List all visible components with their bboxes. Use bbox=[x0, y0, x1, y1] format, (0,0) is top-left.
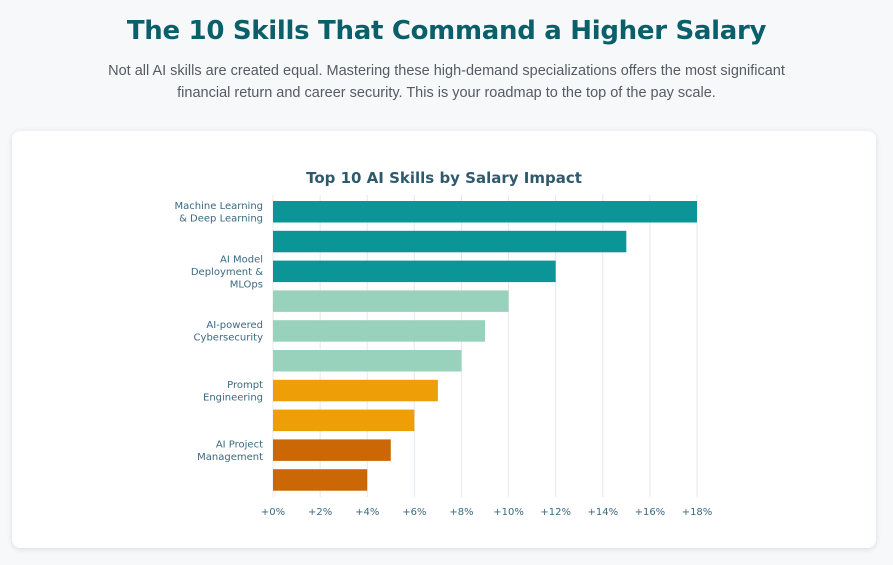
x-tick-label: +16% bbox=[635, 507, 666, 518]
bar bbox=[273, 290, 509, 312]
bar bbox=[273, 409, 415, 432]
page-title: The 10 Skills That Command a Higher Sala… bbox=[126, 16, 767, 46]
bar bbox=[273, 439, 391, 461]
x-tick-label: +4% bbox=[355, 507, 379, 518]
x-tick-label: +10% bbox=[493, 507, 524, 518]
chart-card: Top 10 AI Skills by Salary Impact Machin… bbox=[12, 131, 876, 548]
salary-impact-chart: Top 10 AI Skills by Salary Impact Machin… bbox=[175, 169, 713, 518]
bar bbox=[273, 379, 438, 402]
x-tick-label: +12% bbox=[540, 507, 571, 518]
x-tick-label: +14% bbox=[587, 507, 618, 518]
x-tick-label: +2% bbox=[308, 507, 332, 518]
bar bbox=[273, 469, 368, 491]
bar bbox=[273, 230, 627, 253]
bar bbox=[273, 350, 462, 372]
category-labels: Machine Learning & Deep Learning AI Model D… bbox=[175, 201, 264, 463]
category-label: AI Model Deployment & MLOps bbox=[191, 254, 263, 290]
x-tick-labels: +0% +2% +4% +6% +8% +10% +12% +14% +16% +18% bbox=[261, 507, 712, 518]
bars bbox=[273, 201, 697, 491]
x-tick-label: +0% bbox=[261, 507, 285, 518]
category-label: AI-powered Cybersecurity bbox=[194, 320, 264, 344]
bar bbox=[273, 260, 556, 283]
category-label: Prompt Engineering bbox=[203, 380, 263, 404]
chart-title: Top 10 AI Skills by Salary Impact bbox=[306, 169, 582, 187]
x-tick-label: +18% bbox=[682, 507, 713, 518]
page-subtitle: Not all AI skills are created equal. Mas… bbox=[108, 63, 785, 101]
category-label: Machine Learning & Deep Learning bbox=[175, 201, 263, 225]
x-tick-label: +6% bbox=[402, 507, 426, 518]
category-label: AI Project Management bbox=[197, 439, 263, 463]
bar bbox=[273, 201, 697, 223]
x-tick-label: +8% bbox=[449, 507, 473, 518]
bar bbox=[273, 320, 485, 342]
